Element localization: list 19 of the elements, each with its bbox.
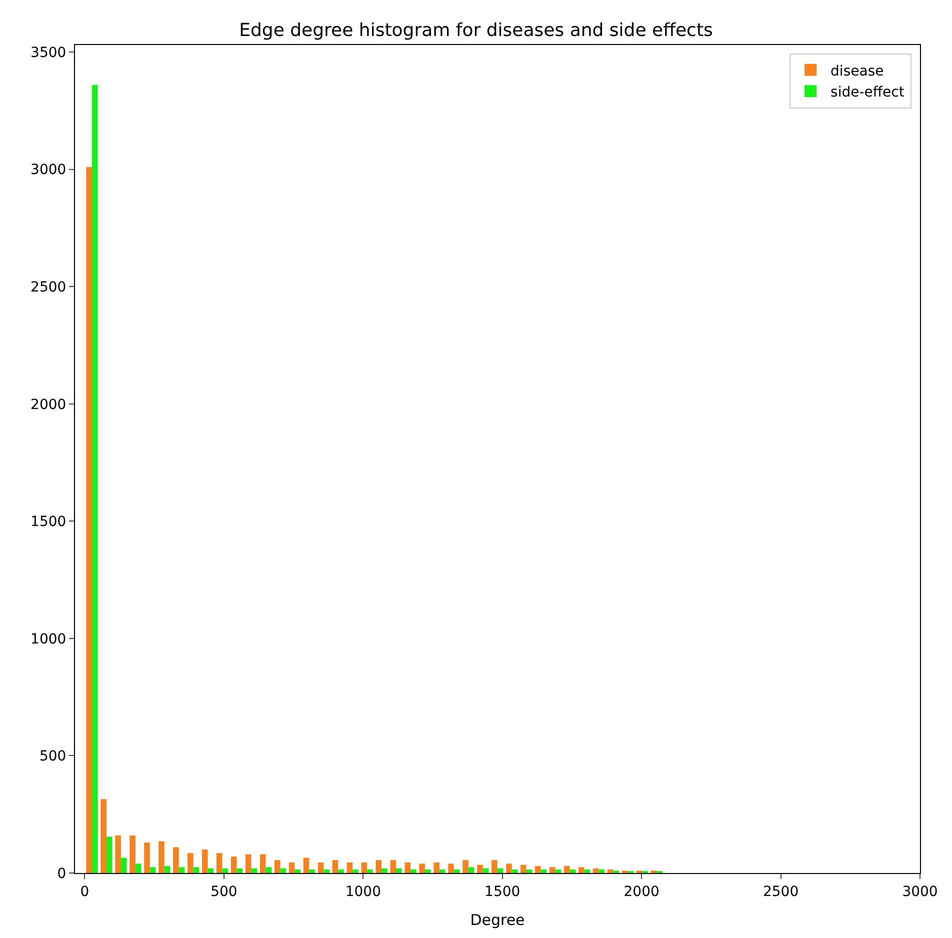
- y-tick-label: 500: [39, 748, 66, 765]
- y-tick-label: 1000: [30, 631, 66, 648]
- x-tick-label: 2000: [624, 884, 660, 900]
- x-axis-title: Degree: [470, 910, 525, 929]
- x-tick-label: 500: [210, 884, 238, 900]
- x-tick-label: 1500: [484, 884, 520, 900]
- chart-title: Edge degree histogram for diseases and side effects: [239, 20, 713, 42]
- x-tick-label: 0: [80, 884, 90, 900]
- y-tick-label: 2500: [30, 280, 66, 296]
- y-tick-label: 1500: [30, 514, 66, 530]
- legend-label: disease: [830, 63, 884, 80]
- x-tick-label: 1000: [345, 884, 381, 900]
- y-tick-label: 3500: [30, 44, 66, 61]
- legend-label: side-effect: [830, 84, 905, 101]
- x-tick-label: 3000: [902, 884, 938, 900]
- y-tick-label: 2000: [30, 396, 66, 413]
- y-tick-label: 0: [57, 866, 66, 882]
- y-tick-label: 3000: [30, 162, 66, 178]
- x-tick-label: 2500: [762, 884, 799, 900]
